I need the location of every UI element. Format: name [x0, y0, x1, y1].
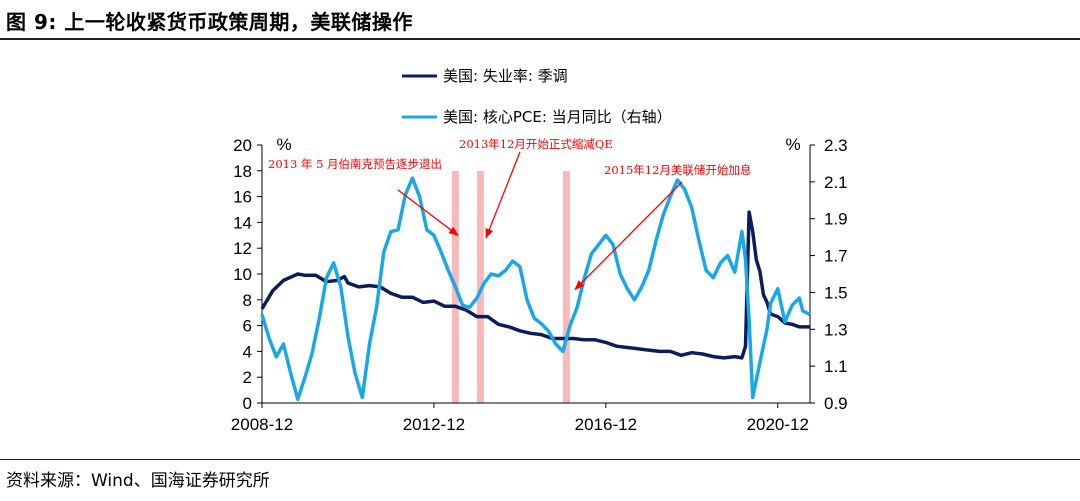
series-line-core-pce	[260, 176, 811, 402]
figure-title: 图 9: 上一轮收紧货币政策周期，美联储操作	[6, 10, 413, 34]
right-tick-label: 0.9	[824, 394, 848, 413]
left-tick-label: 4	[243, 342, 252, 361]
event-band-3	[562, 171, 570, 403]
right-tick-label: 1.1	[824, 357, 848, 376]
left-tick-label: 0	[243, 394, 252, 413]
source-rule	[0, 459, 1080, 460]
annotation-arrow-1	[397, 189, 459, 236]
right-tick-label: 2.3	[824, 136, 848, 155]
chart-axes: 0 2 4 6 8 10 12 14 16 18 20 0.9 1.1 1.3 1.5 1.7 1.9 2.1 2.…	[231, 135, 848, 434]
x-tick-label: 2020-12	[747, 415, 809, 434]
right-unit-label: %	[785, 135, 800, 154]
series-line-unemployment	[260, 210, 810, 360]
right-tick-label: 1.3	[824, 320, 848, 339]
left-tick-label: 12	[233, 239, 252, 258]
source-note: 资料来源：Wind、国海证券研究所	[6, 471, 270, 491]
event-bands	[451, 171, 570, 403]
annotation-label-3: 2015年12月美联储开始加息	[604, 163, 751, 177]
left-tick-label: 10	[233, 265, 252, 284]
annotation-label-2: 2013年12月开始正式缩减QE	[459, 137, 613, 151]
left-tick-label: 18	[233, 162, 252, 181]
annotation-arrow-2	[485, 151, 521, 239]
left-tick-label: 6	[243, 317, 252, 336]
legend-label-pce: 美国: 核心PCE: 当月同比（右轴）	[443, 108, 672, 126]
left-tick-label: 20	[233, 136, 252, 155]
left-unit-label: %	[276, 135, 291, 154]
annotation-label-1: 2013 年 5 月伯南克预告逐步退出	[268, 157, 442, 171]
x-tick-label: 2008-12	[231, 415, 293, 434]
right-tick-label: 1.9	[824, 210, 848, 229]
x-tick-label: 2016-12	[575, 415, 637, 434]
title-rule	[0, 38, 1080, 40]
right-tick-label: 1.5	[824, 283, 848, 302]
left-tick-label: 2	[243, 368, 252, 387]
annotation-arrow-3	[574, 181, 683, 291]
right-tick-label: 2.1	[824, 173, 848, 192]
annotations: 2013 年 5 月伯南克预告逐步退出 2013年12月开始正式缩减QE 2015年…	[268, 137, 751, 291]
legend-label-unemployment: 美国: 失业率: 季调	[443, 67, 568, 85]
chart-legend: 美国: 失业率: 季调 美国: 核心PCE: 当月同比（右轴）	[402, 67, 672, 126]
right-tick-label: 1.7	[824, 247, 848, 266]
chart-series	[260, 176, 811, 402]
left-tick-label: 14	[233, 213, 252, 232]
left-tick-label: 16	[233, 188, 252, 207]
left-tick-label: 8	[243, 291, 252, 310]
x-tick-label: 2012-12	[403, 415, 465, 434]
